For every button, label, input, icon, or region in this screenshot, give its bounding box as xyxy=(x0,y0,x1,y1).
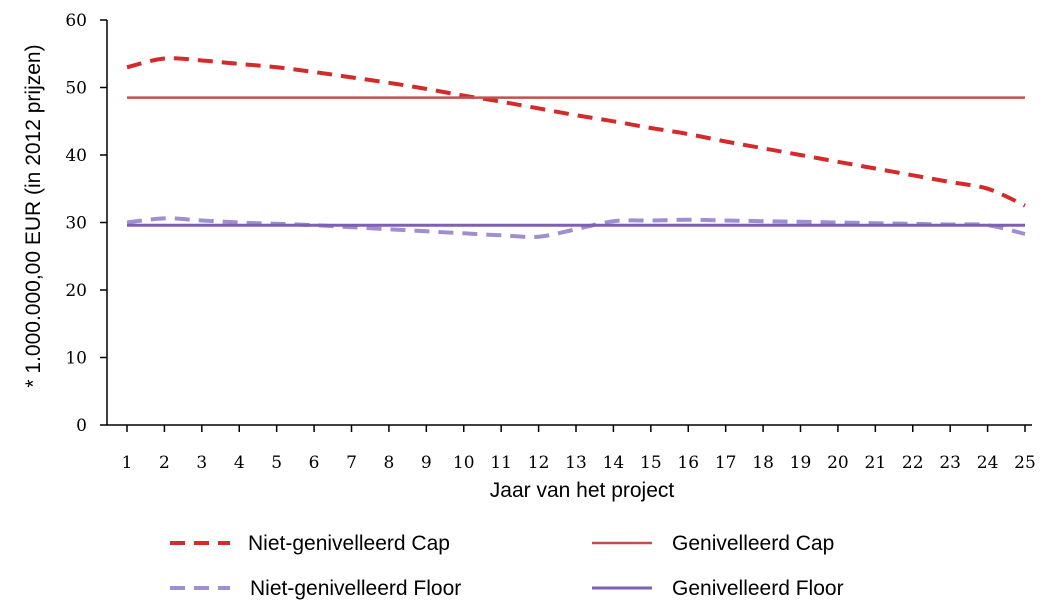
x-tick-group: 1 2 3 4 5 6 7 8 9 10 11 12 13 14 15 16 17 18 19 20 21 22 23 24 2… xyxy=(122,425,1036,473)
series-group xyxy=(126,56,1026,239)
x-tick-label: 22 xyxy=(902,453,924,473)
x-tick-label: 12 xyxy=(528,453,550,473)
legend-item-niet-genivelleerd-floor: Niet-genivelleerd Floor xyxy=(170,577,461,600)
x-tick-label: 20 xyxy=(827,453,849,473)
x-tick-label: 23 xyxy=(939,453,961,473)
x-tick-label: 3 xyxy=(196,453,207,473)
legend-label-niet-genivelleerd-cap: Niet-genivelleerd Cap xyxy=(248,532,450,555)
x-tick-label: 9 xyxy=(421,453,432,473)
y-tick-group: 0 10 20 30 40 50 60 xyxy=(65,11,107,436)
x-tick-label: 2 xyxy=(159,453,170,473)
x-tick-label: 13 xyxy=(565,453,587,473)
series-line-niet-genivelleerd-floor xyxy=(126,216,1026,239)
y-axis-title: * 1.000.000,00 EUR (in 2012 prijzen) xyxy=(22,44,45,387)
x-tick-label: 15 xyxy=(640,453,662,473)
legend-item-niet-genivelleerd-cap: Niet-genivelleerd Cap xyxy=(170,532,450,555)
x-tick-label: 19 xyxy=(790,453,812,473)
y-tick-label: 10 xyxy=(65,349,87,369)
legend-item-genivelleerd-floor: Genivelleerd Floor xyxy=(592,577,844,600)
series-line-niet-genivelleerd-cap xyxy=(126,56,1026,208)
x-tick-label: 6 xyxy=(309,453,320,473)
legend: Niet-genivelleerd Cap Genivelleerd Cap N… xyxy=(170,532,844,600)
x-tick-label: 17 xyxy=(715,453,737,473)
x-tick-label: 10 xyxy=(453,453,475,473)
legend-label-genivelleerd-cap: Genivelleerd Cap xyxy=(672,532,834,555)
y-tick-label: 60 xyxy=(65,11,87,31)
x-tick-label: 14 xyxy=(603,453,625,473)
x-tick-label: 8 xyxy=(384,453,395,473)
x-tick-label: 25 xyxy=(1014,453,1036,473)
legend-item-genivelleerd-cap: Genivelleerd Cap xyxy=(592,532,834,555)
y-tick-label: 20 xyxy=(65,281,87,301)
y-tick-label: 50 xyxy=(65,79,87,99)
x-tick-label: 4 xyxy=(234,453,245,473)
x-tick-label: 11 xyxy=(490,453,512,473)
x-tick-label: 5 xyxy=(271,453,282,473)
x-axis-title: Jaar van het project xyxy=(490,479,675,502)
x-tick-label: 7 xyxy=(346,453,357,473)
x-tick-label: 24 xyxy=(977,453,999,473)
x-axis: 1 2 3 4 5 6 7 8 9 10 11 12 13 14 15 16 17 18 19 20 21 22 23 24 2… xyxy=(107,424,1036,473)
x-tick-label: 18 xyxy=(752,453,774,473)
y-axis: 0 10 20 30 40 50 60 xyxy=(65,11,108,436)
y-tick-label: 0 xyxy=(76,416,87,436)
x-tick-label: 1 xyxy=(122,453,133,473)
x-tick-label: 21 xyxy=(865,453,887,473)
y-tick-label: 30 xyxy=(65,214,87,234)
x-tick-label: 16 xyxy=(677,453,699,473)
legend-label-genivelleerd-floor: Genivelleerd Floor xyxy=(672,577,844,600)
y-tick-label: 40 xyxy=(65,146,87,166)
legend-label-niet-genivelleerd-floor: Niet-genivelleerd Floor xyxy=(250,577,461,600)
